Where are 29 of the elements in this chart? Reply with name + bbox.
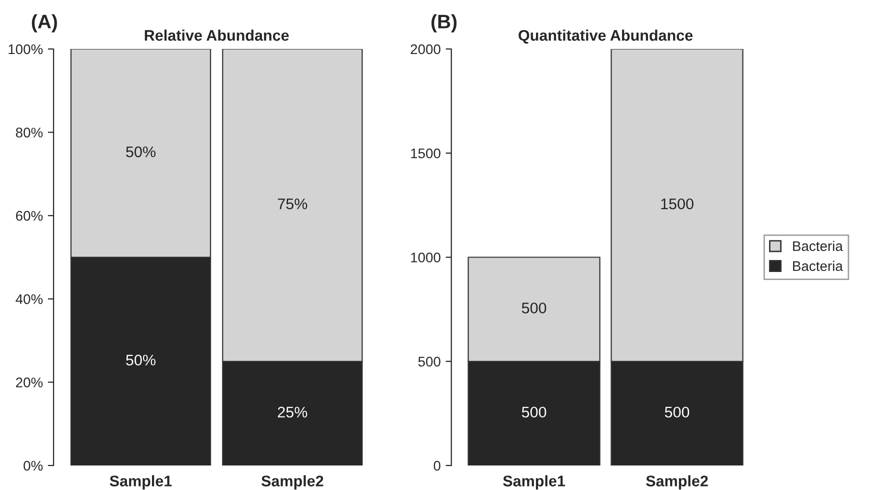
text: (B) [431, 14, 457, 32]
y-tick-label: 0% [24, 460, 43, 471]
legend-label: Bacteria [793, 260, 843, 271]
legend-label: Bacteria [793, 240, 843, 252]
y-tick-label: 1500 [411, 148, 440, 158]
x-tick-label: Sample1 [110, 475, 172, 490]
data-label: 50% [126, 146, 156, 158]
x-tick-label: Sample2 [261, 475, 324, 490]
x-tick-label: Sample2 [646, 475, 708, 490]
data-label: 75% [278, 198, 308, 210]
data-label: 500 [664, 406, 690, 418]
y-tick-label: 0 [434, 460, 440, 471]
data-label: 500 [522, 302, 546, 314]
data-label: 50% [126, 354, 156, 366]
y-tick-label: 40% [16, 294, 43, 304]
data-label: 1500 [661, 198, 694, 210]
text: (A) [32, 14, 57, 32]
y-tick-label: 500 [418, 356, 440, 367]
chart-title: Quantitative Abundance [518, 30, 693, 44]
y-tick-label: 2000 [410, 44, 440, 54]
y-tick-label: 20% [16, 378, 43, 388]
y-tick-label: 80% [16, 128, 43, 138]
chart-title: Relative Abundance [144, 30, 289, 41]
data-label: 25% [278, 406, 308, 418]
y-tick-label: 60% [16, 210, 43, 221]
data-label: 500 [522, 406, 546, 418]
x-tick-label: Sample1 [503, 475, 566, 490]
y-tick-label: 1000 [411, 252, 440, 262]
y-tick-label: 100% [8, 44, 43, 54]
